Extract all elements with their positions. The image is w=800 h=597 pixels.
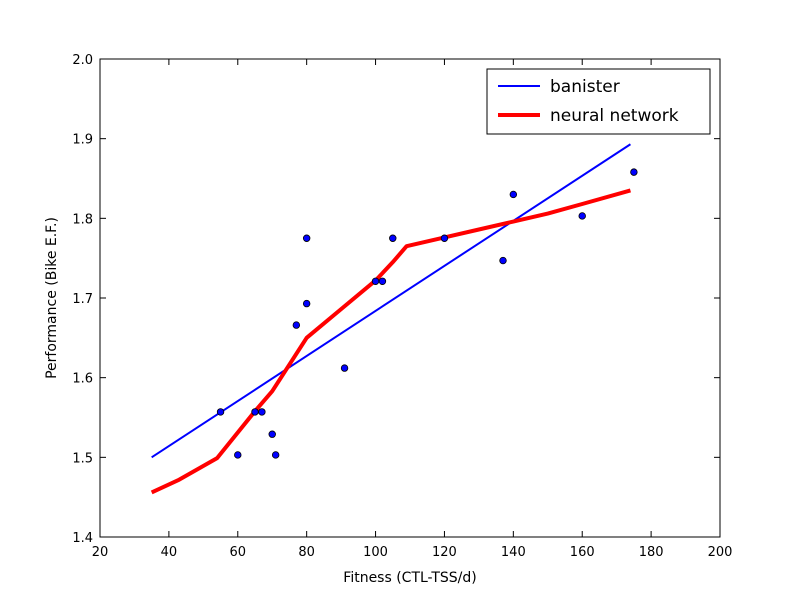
x-tick-label: 140: [501, 545, 526, 560]
y-tick-label: 1.5: [72, 451, 93, 466]
y-tick-label: 1.7: [72, 292, 93, 307]
scatter-point: [440, 234, 449, 242]
y-tick-label: 1.6: [72, 372, 93, 387]
x-tick-label: 40: [161, 545, 178, 560]
legend: banister neural network: [486, 68, 711, 135]
scatter-point: [371, 277, 380, 285]
x-axis-label: Fitness (CTL-TSS/d): [343, 570, 476, 586]
scatter-point: [234, 451, 242, 459]
x-tick-label: 60: [230, 545, 247, 560]
scatter-point: [271, 451, 280, 459]
scatter-point: [389, 234, 397, 242]
scatter-point: [630, 168, 638, 176]
x-tick-label: 80: [298, 545, 315, 560]
x-tick-label: 160: [570, 545, 595, 560]
scatter-point: [268, 430, 276, 438]
scatter-points: [216, 168, 638, 459]
x-tick-label: 180: [639, 545, 664, 560]
scatter-point: [251, 408, 259, 416]
y-tick-label: 1.9: [72, 133, 93, 148]
scatter-point: [499, 256, 507, 265]
scatter-point: [292, 321, 301, 329]
x-tick-label: 20: [92, 545, 109, 560]
y-tick-label: 1.8: [72, 212, 93, 227]
scatter-point: [578, 212, 586, 220]
scatter-point: [302, 299, 311, 308]
legend-box: [486, 68, 711, 135]
series-line-banister: [151, 143, 631, 459]
series-layer: [150, 143, 631, 495]
y-axis-label: Performance (Bike E.F.): [44, 217, 60, 379]
scatter-point: [340, 364, 349, 372]
x-tick-label: 120: [432, 545, 457, 560]
x-tick-label: 100: [363, 545, 388, 560]
axis-ticks: 20 40 60 80 100 120 140 160 180 200 1.4 1.5 1.6 1.7 1.…: [72, 53, 732, 560]
scatter-point: [216, 408, 225, 416]
legend-label-neural-network: neural network: [550, 106, 679, 126]
series-line-neural-network: [150, 188, 631, 495]
scatter-point: [258, 408, 266, 416]
scatter-point: [378, 277, 387, 285]
y-tick-label: 1.4: [72, 531, 93, 546]
x-tick-label: 200: [708, 545, 733, 560]
y-tick-label: 2.0: [72, 53, 93, 68]
scatter-point: [509, 190, 518, 199]
scatter-point: [302, 234, 311, 242]
legend-label-banister: banister: [550, 77, 620, 97]
